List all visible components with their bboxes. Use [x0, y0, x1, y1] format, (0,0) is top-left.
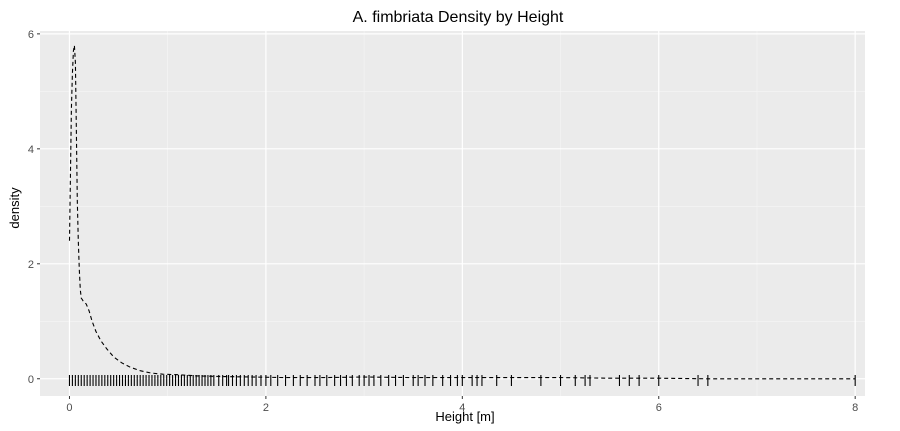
axes: 0 2 4 6 8 0 2 4 6 — [28, 29, 858, 414]
x-tick-label: 8 — [852, 402, 858, 414]
y-tick-label: 0 — [28, 374, 34, 386]
panel-background — [40, 31, 865, 396]
y-tick-label: 4 — [28, 144, 34, 156]
chart-title: A. fimbriata Density by Height — [353, 9, 564, 26]
x-axis-title: Height [m] — [435, 409, 494, 424]
y-tick-label: 6 — [28, 29, 34, 41]
rug — [68, 375, 856, 386]
x-tick-label: 6 — [656, 402, 662, 414]
x-tick-label: 4 — [459, 402, 465, 414]
y-axis-title: density — [7, 187, 22, 229]
x-tick-label: 2 — [263, 402, 269, 414]
x-tick-label: 0 — [66, 402, 72, 414]
y-tick-label: 2 — [28, 259, 34, 271]
